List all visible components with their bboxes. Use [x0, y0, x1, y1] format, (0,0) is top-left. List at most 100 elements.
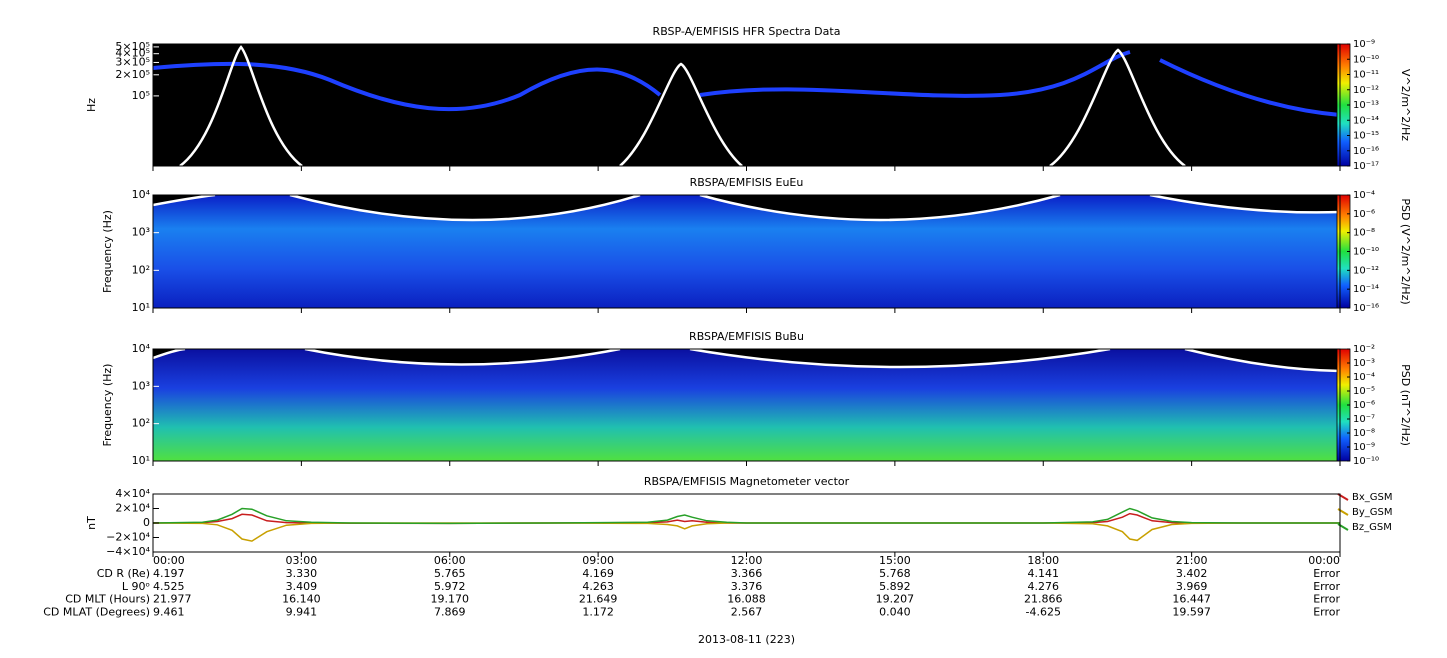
colorbar-tick-label: 10⁻⁹ — [1353, 39, 1375, 50]
spectrogram-1 — [153, 44, 1340, 166]
colorbar-label: PSD (nT^2/Hz) — [1399, 364, 1412, 446]
ephemeris-value: Error — [1313, 605, 1340, 618]
ephemeris-value: 19.170 — [431, 593, 470, 606]
y-tick-label: 2×10⁴ — [115, 502, 150, 515]
colorbar-tick-label: 10⁻² — [1353, 344, 1375, 355]
y-axis-label: Hz — [85, 98, 98, 112]
panel-title: RBSPA/EMFISIS BuBu — [689, 330, 804, 343]
colorbar-tick-label: 10⁻⁴ — [1353, 190, 1375, 201]
colorbar-tick-label: 10⁻¹¹ — [1353, 70, 1379, 81]
ephemeris-value: 16.088 — [727, 593, 766, 606]
ephemeris-value: 9.461 — [153, 605, 185, 618]
legend-label: Bz_GSM — [1352, 522, 1392, 533]
ephemeris-value: 16.447 — [1172, 593, 1211, 606]
x-tick-label: 15:00 — [879, 554, 911, 567]
colorbar-tick-label: 10⁻¹⁴ — [1353, 284, 1379, 295]
ephemeris-value: 3.330 — [286, 567, 318, 580]
colorbar-tick-label: 10⁻⁵ — [1353, 386, 1375, 397]
x-tick-label: 00:00 — [153, 554, 185, 567]
cyclotron-curve — [152, 347, 1341, 373]
ephemeris-value: 4.197 — [153, 567, 185, 580]
series-line — [152, 512, 1340, 525]
colorbar-tick-label: 10⁻¹⁶ — [1353, 303, 1379, 314]
ephemeris-value: 7.869 — [434, 605, 466, 618]
y-tick-label: 2×10⁵ — [115, 68, 150, 81]
y-tick-label: 10¹ — [132, 454, 150, 467]
date-label: 2013-08-11 (223) — [698, 633, 795, 646]
spectrogram-2 — [153, 195, 1340, 308]
ephemeris-value: 9.941 — [286, 605, 318, 618]
ephemeris-value: 3.409 — [286, 580, 318, 593]
y-tick-label: 5×10⁵ — [115, 40, 150, 53]
colorbar-tick-label: 10⁻⁹ — [1353, 442, 1375, 453]
y-tick-label: −2×10⁴ — [106, 531, 150, 544]
ephemeris-value: 21.649 — [579, 593, 618, 606]
x-tick-label: 03:00 — [286, 554, 318, 567]
colorbar-tick-label: 10⁻¹⁷ — [1353, 161, 1379, 172]
cyclotron-curve — [152, 193, 1341, 222]
x-tick-label: 09:00 — [582, 554, 614, 567]
colorbar-tick-label: 10⁻⁶ — [1353, 400, 1375, 411]
ephemeris-value: 4.263 — [582, 580, 614, 593]
y-tick-label: 3×10⁵ — [115, 55, 150, 68]
y-tick-label: 10² — [132, 417, 150, 430]
ephemeris-value: 0.040 — [879, 605, 911, 618]
colorbar-label: PSD (V^2/m^2/Hz) — [1399, 198, 1412, 304]
y-tick-label: 10³ — [132, 379, 150, 392]
panel-title: RBSPA/EMFISIS Magnetometer vector — [644, 475, 850, 488]
x-tick-label: 12:00 — [731, 554, 763, 567]
colorbar-tick-label: 10⁻¹⁴ — [1353, 115, 1379, 126]
ephemeris-value: 3.376 — [731, 580, 763, 593]
colorbar-tick-label: 10⁻¹² — [1353, 85, 1379, 96]
ephemeris-value: Error — [1313, 593, 1340, 606]
y-tick-label: −4×10⁴ — [106, 545, 150, 558]
colorbar-label: V^2/m^2/Hz — [1399, 69, 1412, 141]
colorbar-tick-label: 10⁻¹² — [1353, 265, 1379, 276]
series-line — [152, 522, 1340, 542]
y-tick-label: 10⁴ — [132, 342, 151, 355]
spectrogram-mask — [153, 349, 1340, 371]
ephemeris-value: 21.977 — [153, 593, 192, 606]
colorbar-tick-label: 10⁻⁴ — [1353, 372, 1375, 383]
y-axis-label: Frequency (Hz) — [101, 364, 114, 447]
ephemeris-value: 19.207 — [876, 593, 915, 606]
ephemeris-value: 1.172 — [582, 605, 614, 618]
ephemeris-value: 4.525 — [153, 580, 185, 593]
colorbar-tick-label: 10⁻⁸ — [1353, 228, 1375, 239]
spectrogram-3 — [153, 349, 1340, 461]
x-tick-label: 06:00 — [434, 554, 466, 567]
ephemeris-value: 3.402 — [1176, 567, 1208, 580]
colorbar-tick-label: 10⁻¹⁵ — [1353, 131, 1379, 142]
y-tick-label: 10⁵ — [132, 89, 150, 102]
series-line — [152, 507, 1340, 525]
ephemeris-value: 3.366 — [731, 567, 763, 580]
y-tick-label: 10⁴ — [132, 188, 151, 201]
y-tick-label: 0 — [143, 516, 150, 529]
legend-label: By_GSM — [1352, 507, 1393, 518]
y-axis-label: nT — [85, 516, 98, 530]
ephemeris-value: Error — [1313, 580, 1340, 593]
legend-label: Bx_GSM — [1352, 492, 1393, 503]
spectrogram-images — [152, 44, 1341, 461]
ephemeris-value: 3.969 — [1176, 580, 1208, 593]
ephemeris-value: 5.765 — [434, 567, 466, 580]
x-tick-label: 00:00 — [1308, 554, 1340, 567]
ephemeris-value: Error — [1313, 567, 1340, 580]
ephemeris-value: 19.597 — [1172, 605, 1211, 618]
ephemeris-value: 16.140 — [282, 593, 321, 606]
ephemeris-label: CD R (Re) — [97, 567, 150, 580]
ephemeris-value: 4.276 — [1028, 580, 1060, 593]
panel-title: RBSP-A/EMFISIS HFR Spectra Data — [653, 25, 841, 38]
y-tick-label: 10¹ — [132, 301, 150, 314]
colorbar-tick-label: 10⁻⁷ — [1353, 414, 1375, 425]
y-tick-label: 10³ — [132, 226, 150, 239]
panel-title: RBSPA/EMFISIS EuEu — [690, 176, 804, 189]
colorbar-tick-label: 10⁻³ — [1353, 358, 1375, 369]
colorbar-tick-label: 10⁻¹⁰ — [1353, 247, 1379, 258]
cyclotron-curve — [179, 45, 1186, 168]
colorbar-tick-label: 10⁻¹⁶ — [1353, 146, 1379, 157]
ephemeris-value: 5.892 — [879, 580, 911, 593]
ephemeris-value: 4.141 — [1028, 567, 1060, 580]
ephemeris-value: -4.625 — [1026, 605, 1061, 618]
